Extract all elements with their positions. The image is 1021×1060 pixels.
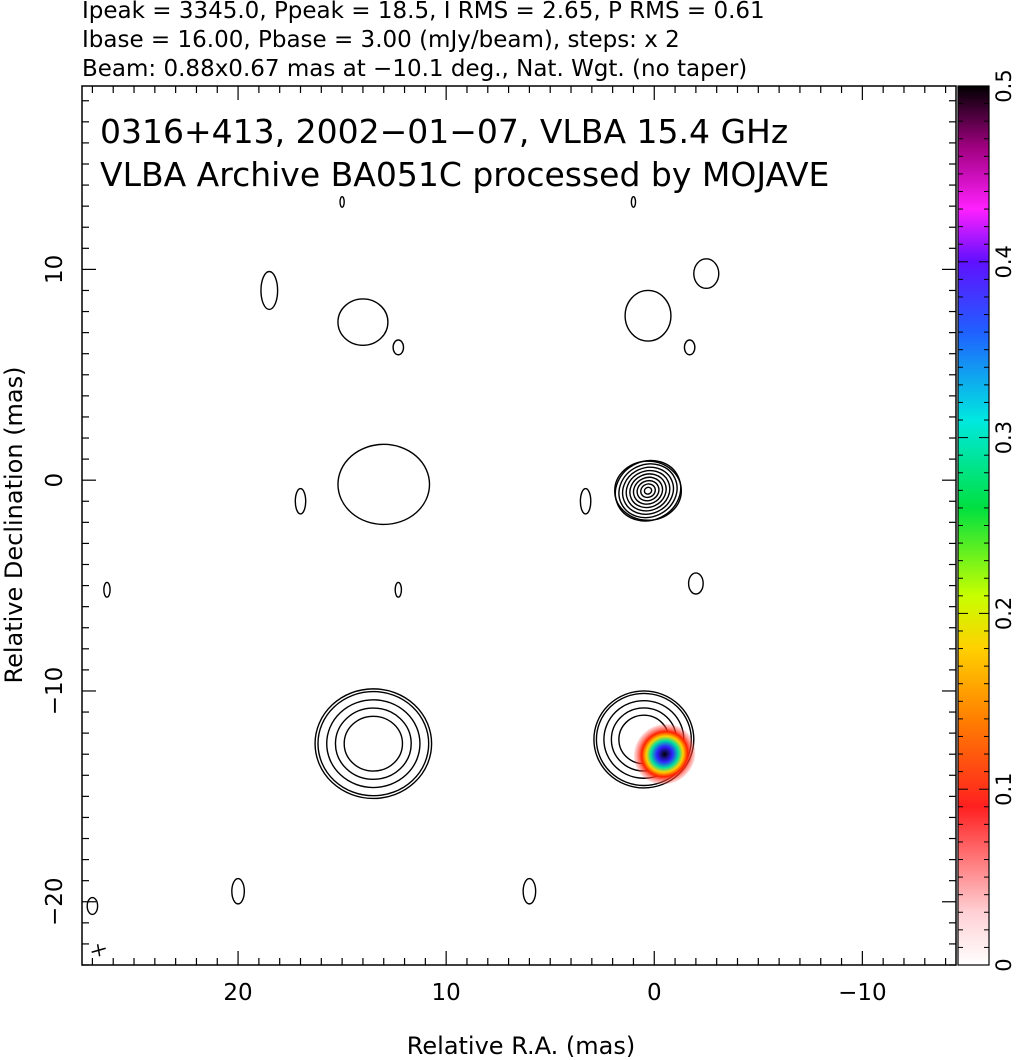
x-axis-label: Relative R.A. (mas) (407, 1032, 635, 1060)
core-contour (629, 473, 667, 509)
core-contour (632, 476, 664, 505)
jet-contour (326, 699, 421, 789)
jet-contour (334, 707, 412, 780)
x-tick-label: −10 (838, 980, 887, 1006)
colorbar-tick-label: 0.5 (992, 69, 1016, 102)
contour-blob (86, 896, 99, 916)
jet-contour (343, 715, 404, 772)
core-contour (640, 483, 656, 499)
core-contour (621, 466, 675, 515)
contour-blob (630, 195, 637, 208)
contour-blob (392, 339, 405, 356)
header-line-3: Beam: 0.88x0.67 mas at −10.1 deg., Nat. … (82, 56, 747, 82)
plot-frame (81, 85, 957, 966)
x-axis: 20 10 0 −10 (91, 86, 947, 1006)
contour-blob (522, 877, 537, 905)
jet-contour (317, 690, 430, 797)
header-line-1: Ipeak = 3345.0, Ppeak = 18.5, I RMS = 2.… (82, 0, 765, 24)
contour-blob (683, 339, 696, 356)
contour-blob (231, 877, 246, 905)
core-contour (636, 479, 660, 502)
contour-layer (86, 195, 720, 916)
colorbar-tick-label: 0.1 (992, 772, 1016, 805)
map-title-line-2: VLBA Archive BA051C processed by MOJAVE (100, 155, 829, 194)
contour-blob (593, 690, 695, 789)
x-tick-label: 10 (432, 980, 461, 1006)
map-title-line-1: 0316+413, 2002−01−07, VLBA 15.4 GHz (100, 112, 788, 151)
contour-blob (339, 195, 345, 208)
y-axis-label: Relative Declination (mas) (0, 366, 28, 683)
x-tick-label: 20 (223, 980, 252, 1006)
colorbar: 0 0.1 0.2 0.3 0.4 0.5 (957, 69, 1016, 972)
polarization-patch (634, 724, 696, 785)
colorbar-tick-label: 0.2 (992, 597, 1016, 630)
header-line-2: Ibase = 16.00, Pbase = 3.00 (mJy/beam), … (82, 27, 680, 53)
contour-blob (337, 443, 431, 526)
contour-blob (394, 581, 403, 598)
contour-blob (294, 487, 307, 515)
contour-blob (693, 258, 720, 290)
polarization-layer (634, 724, 696, 785)
x-tick-label: 0 (647, 980, 662, 1006)
contour-blob (579, 487, 592, 515)
beam-marker (91, 944, 106, 957)
colorbar-tick-label: 0.3 (992, 421, 1016, 454)
y-tick-label: −20 (42, 877, 68, 926)
contour-blob (314, 688, 433, 800)
colorbar-gradient (957, 85, 990, 966)
contour-blob (260, 270, 279, 311)
beam-minor-axis (96, 944, 101, 957)
contour-blob (103, 581, 111, 598)
contour-blob (624, 289, 672, 342)
y-tick-label: 10 (42, 255, 68, 284)
colorbar-ticks: 0 0.1 0.2 0.3 0.4 0.5 (958, 69, 1016, 972)
core-contour (625, 469, 671, 512)
colorbar-tick-label: 0 (992, 958, 1016, 971)
y-tick-label: −10 (42, 667, 68, 716)
core-contour (618, 463, 678, 519)
core-contour (643, 486, 653, 495)
colorbar-tick-label: 0.4 (992, 245, 1016, 278)
core-contour (614, 459, 682, 522)
header-text: Ipeak = 3345.0, Ppeak = 18.5, I RMS = 2.… (82, 0, 765, 82)
contour-blob (337, 298, 389, 346)
y-tick-label: 0 (42, 473, 68, 488)
y-axis: 10 0 −10 −20 (42, 100, 956, 966)
contour-blob (687, 572, 704, 595)
